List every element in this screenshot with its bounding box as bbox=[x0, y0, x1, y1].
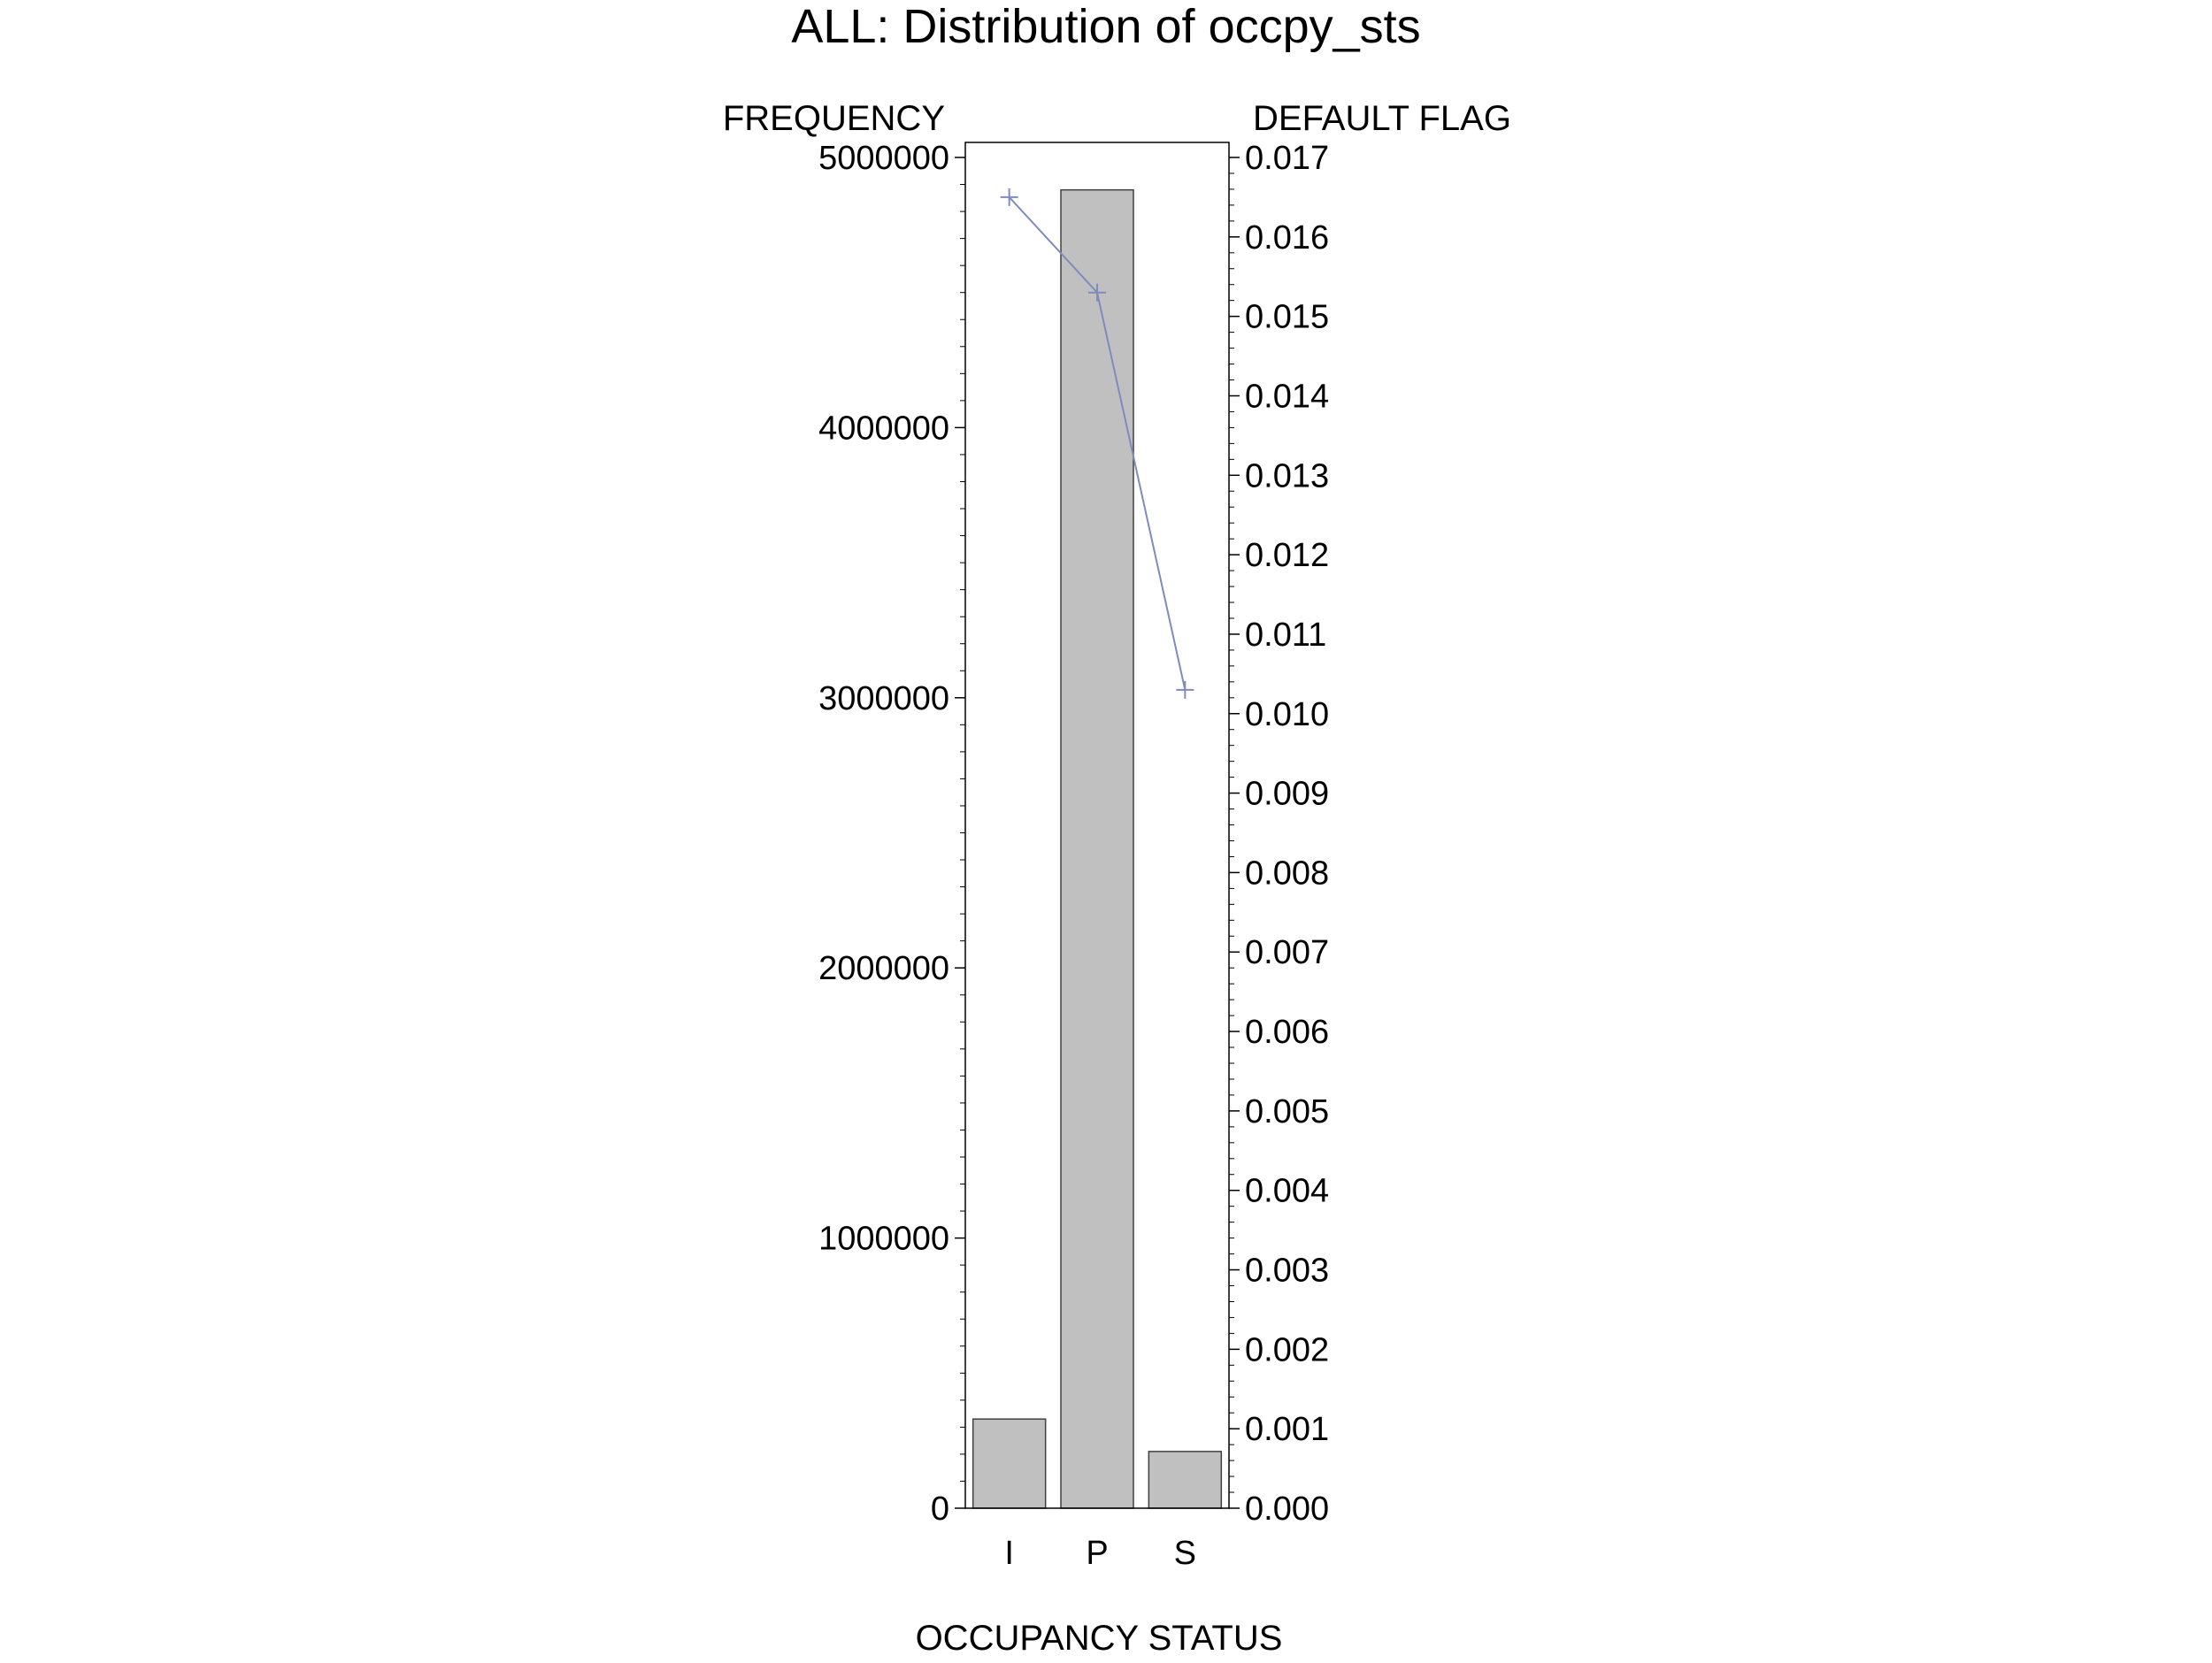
bar-p bbox=[1060, 188, 1134, 1509]
y2-tick-label: 0.015 bbox=[1245, 299, 1329, 336]
bar-s bbox=[1148, 1451, 1223, 1509]
default-flag-marker-p bbox=[1088, 283, 1106, 302]
y-tick-label: 4000000 bbox=[818, 410, 949, 447]
y2-tick-label: 0.016 bbox=[1245, 219, 1329, 257]
y2-tick-label: 0.011 bbox=[1245, 617, 1326, 654]
y2-tick-label: 0.013 bbox=[1245, 457, 1329, 494]
y-tick-label: 1000000 bbox=[818, 1221, 949, 1258]
x-axis-label: OCCUPANCY STATUS bbox=[916, 1619, 1283, 1658]
y2-tick-label: 0.003 bbox=[1245, 1253, 1329, 1290]
y2-tick-label: 0.014 bbox=[1245, 378, 1329, 415]
x-tick-label-s: S bbox=[1174, 1535, 1196, 1572]
y2-tick-label: 0.007 bbox=[1245, 934, 1329, 971]
y-tick-label: 2000000 bbox=[818, 950, 949, 987]
default-flag-marker-s bbox=[1176, 680, 1194, 699]
axes-layer: I P S 0 1000000 2000000 3000000 4000000 5000000 0… bbox=[818, 140, 1329, 1572]
bar-i bbox=[972, 1418, 1047, 1509]
x-tick-label-i: I bbox=[1004, 1535, 1014, 1572]
chart-title: ALL: Distribution of occpy_sts bbox=[791, 0, 1420, 53]
y2-tick-label: 0.000 bbox=[1245, 1491, 1329, 1528]
y2-tick-label: 0.002 bbox=[1245, 1331, 1329, 1368]
bars-layer bbox=[972, 188, 1223, 1509]
y-axis-label: FREQUENCY bbox=[723, 99, 945, 138]
y2-tick-label: 0.001 bbox=[1245, 1411, 1329, 1448]
y2-tick-label: 0.008 bbox=[1245, 854, 1329, 892]
y-tick-label: 5000000 bbox=[818, 140, 949, 177]
y2-tick-label: 0.005 bbox=[1245, 1093, 1329, 1130]
y-tick-label: 3000000 bbox=[818, 680, 949, 717]
x-tick-label-p: P bbox=[1086, 1535, 1108, 1572]
y-tick-label: 0 bbox=[931, 1491, 949, 1528]
y2-tick-label: 0.006 bbox=[1245, 1014, 1329, 1051]
y2-axis-label: DEFAULT FLAG bbox=[1253, 99, 1511, 138]
y2-tick-label: 0.010 bbox=[1245, 696, 1329, 733]
y2-tick-label: 0.017 bbox=[1245, 140, 1329, 177]
y2-tick-label: 0.012 bbox=[1245, 537, 1329, 574]
y2-tick-label: 0.004 bbox=[1245, 1173, 1329, 1210]
y2-tick-label: 0.009 bbox=[1245, 776, 1329, 813]
line-layer bbox=[1000, 188, 1194, 699]
default-flag-marker-i bbox=[1000, 188, 1018, 206]
